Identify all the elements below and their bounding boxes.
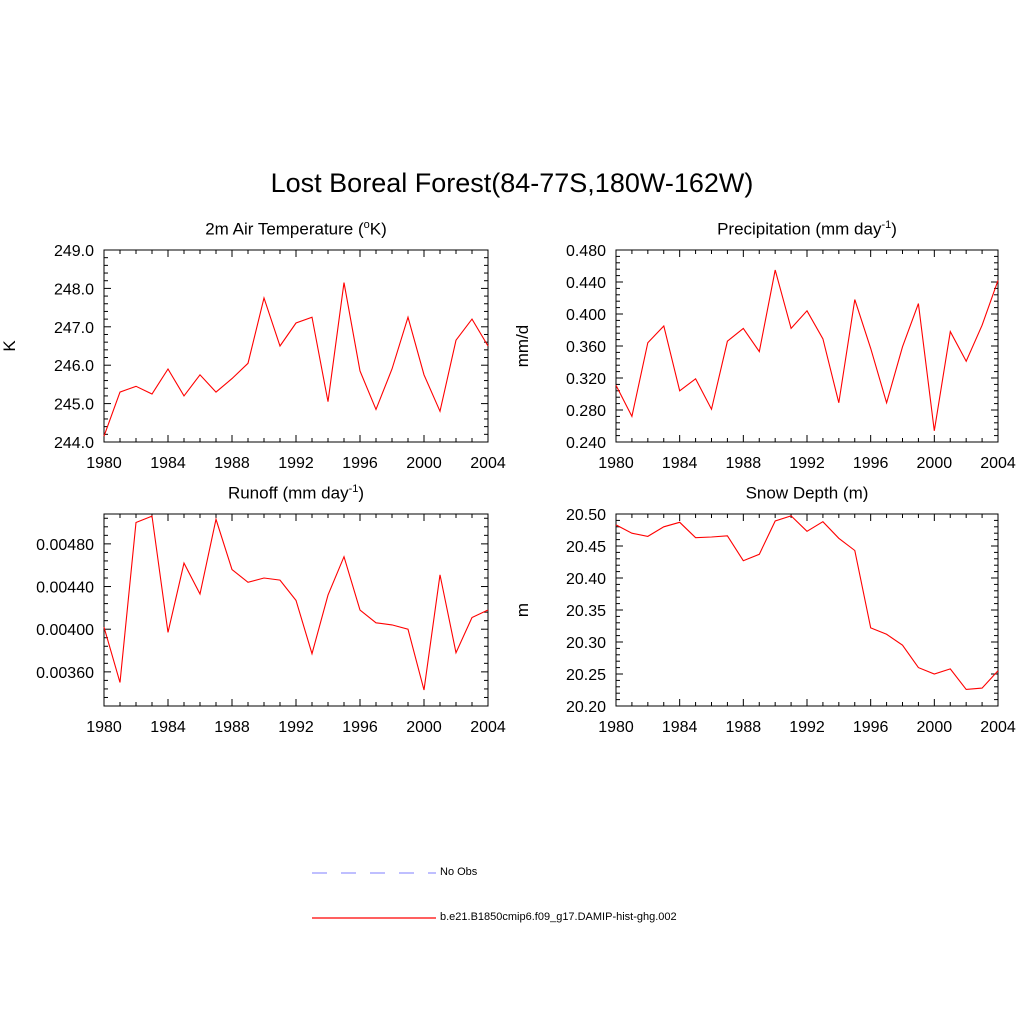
x-tick-label-temperature: 1980 [86,455,122,472]
x-tick-label-runoff: 2004 [470,719,506,736]
y-tick-label-precipitation: 0.240 [566,435,606,452]
x-tick-label-runoff: 1992 [278,719,314,736]
x-tick-label-temperature: 2000 [406,455,442,472]
y-tick-label-temperature: 245.0 [54,397,94,414]
plot-frame-precipitation [615,249,999,443]
series-line-runoff [103,515,489,691]
y-tick-label-precipitation: 0.480 [566,243,606,260]
figure-title: Lost Boreal Forest(84-77S,180W-162W) [270,168,754,198]
legend-label-no-obs: No Obs [440,866,478,878]
y-tick-label-temperature: 244.0 [54,435,94,452]
x-tick-label-temperature: 2004 [470,455,506,472]
panel-title-runoff: Runoff (mm day-1) [227,483,365,503]
y-tick-label-precipitation: 0.400 [566,307,606,324]
y-tick-label-runoff: 0.00480 [36,537,94,554]
x-tick-label-snow-depth: 1988 [726,719,762,736]
y-tick-label-snow-depth: 20.35 [566,603,606,620]
y-axis-label-precipitation: mm/d [513,325,532,368]
panel-title-temperature: 2m Air Temperature (oK) [205,219,387,239]
plot-frame-runoff [103,513,489,707]
x-tick-label-temperature: 1992 [278,455,314,472]
panel-title-precipitation: Precipitation (mm day-1) [717,219,897,239]
x-tick-label-temperature: 1996 [342,455,378,472]
y-tick-label-precipitation: 0.280 [566,403,606,420]
y-tick-label-temperature: 247.0 [54,320,94,337]
y-tick-label-temperature: 246.0 [54,358,94,375]
panel-title-snow-depth: Snow Depth (m) [745,483,869,503]
x-tick-label-runoff: 1988 [214,719,250,736]
series-line-temperature [103,282,489,437]
x-tick-label-snow-depth: 1984 [662,719,698,736]
y-tick-label-runoff: 0.00400 [36,622,94,639]
plot-frame-snow-depth [615,513,999,707]
x-tick-label-runoff: 1980 [86,719,122,736]
y-tick-label-snow-depth: 20.30 [566,635,606,652]
x-tick-label-precipitation: 2004 [980,455,1016,472]
series-line-snow-depth [615,515,999,690]
y-tick-label-temperature: 249.0 [54,243,94,260]
y-axis-label-temperature: K [0,340,19,352]
y-tick-label-temperature: 248.0 [54,281,94,298]
x-tick-label-snow-depth: 1992 [789,719,825,736]
x-tick-label-precipitation: 1988 [726,455,762,472]
x-tick-label-snow-depth: 2004 [980,719,1016,736]
x-tick-label-temperature: 1988 [214,455,250,472]
series-line-precipitation [615,269,999,431]
x-tick-label-temperature: 1984 [150,455,186,472]
plot-frame-temperature [103,249,489,443]
x-tick-label-precipitation: 1980 [598,455,634,472]
y-tick-label-precipitation: 0.440 [566,275,606,292]
x-tick-label-precipitation: 1992 [789,455,825,472]
x-tick-label-runoff: 1996 [342,719,378,736]
x-tick-label-snow-depth: 1980 [598,719,634,736]
y-tick-label-precipitation: 0.320 [566,371,606,388]
y-tick-label-snow-depth: 20.20 [566,699,606,716]
x-tick-label-runoff: 1984 [150,719,186,736]
x-tick-label-precipitation: 2000 [917,455,953,472]
x-tick-label-snow-depth: 1996 [853,719,889,736]
y-tick-label-precipitation: 0.360 [566,339,606,356]
y-tick-label-snow-depth: 20.25 [566,667,606,684]
y-tick-label-snow-depth: 20.50 [566,507,606,524]
x-tick-label-runoff: 2000 [406,719,442,736]
legend-label-model: b.e21.B1850cmip6.f09_g17.DAMIP-hist-ghg.… [440,911,677,923]
x-tick-label-snow-depth: 2000 [917,719,953,736]
y-tick-label-snow-depth: 20.45 [566,539,606,556]
y-tick-label-snow-depth: 20.40 [566,571,606,588]
y-tick-label-runoff: 0.00440 [36,580,94,597]
y-tick-label-runoff: 0.00360 [36,665,94,682]
x-tick-label-precipitation: 1996 [853,455,889,472]
x-tick-label-precipitation: 1984 [662,455,698,472]
y-axis-label-snow-depth: m [513,603,532,617]
